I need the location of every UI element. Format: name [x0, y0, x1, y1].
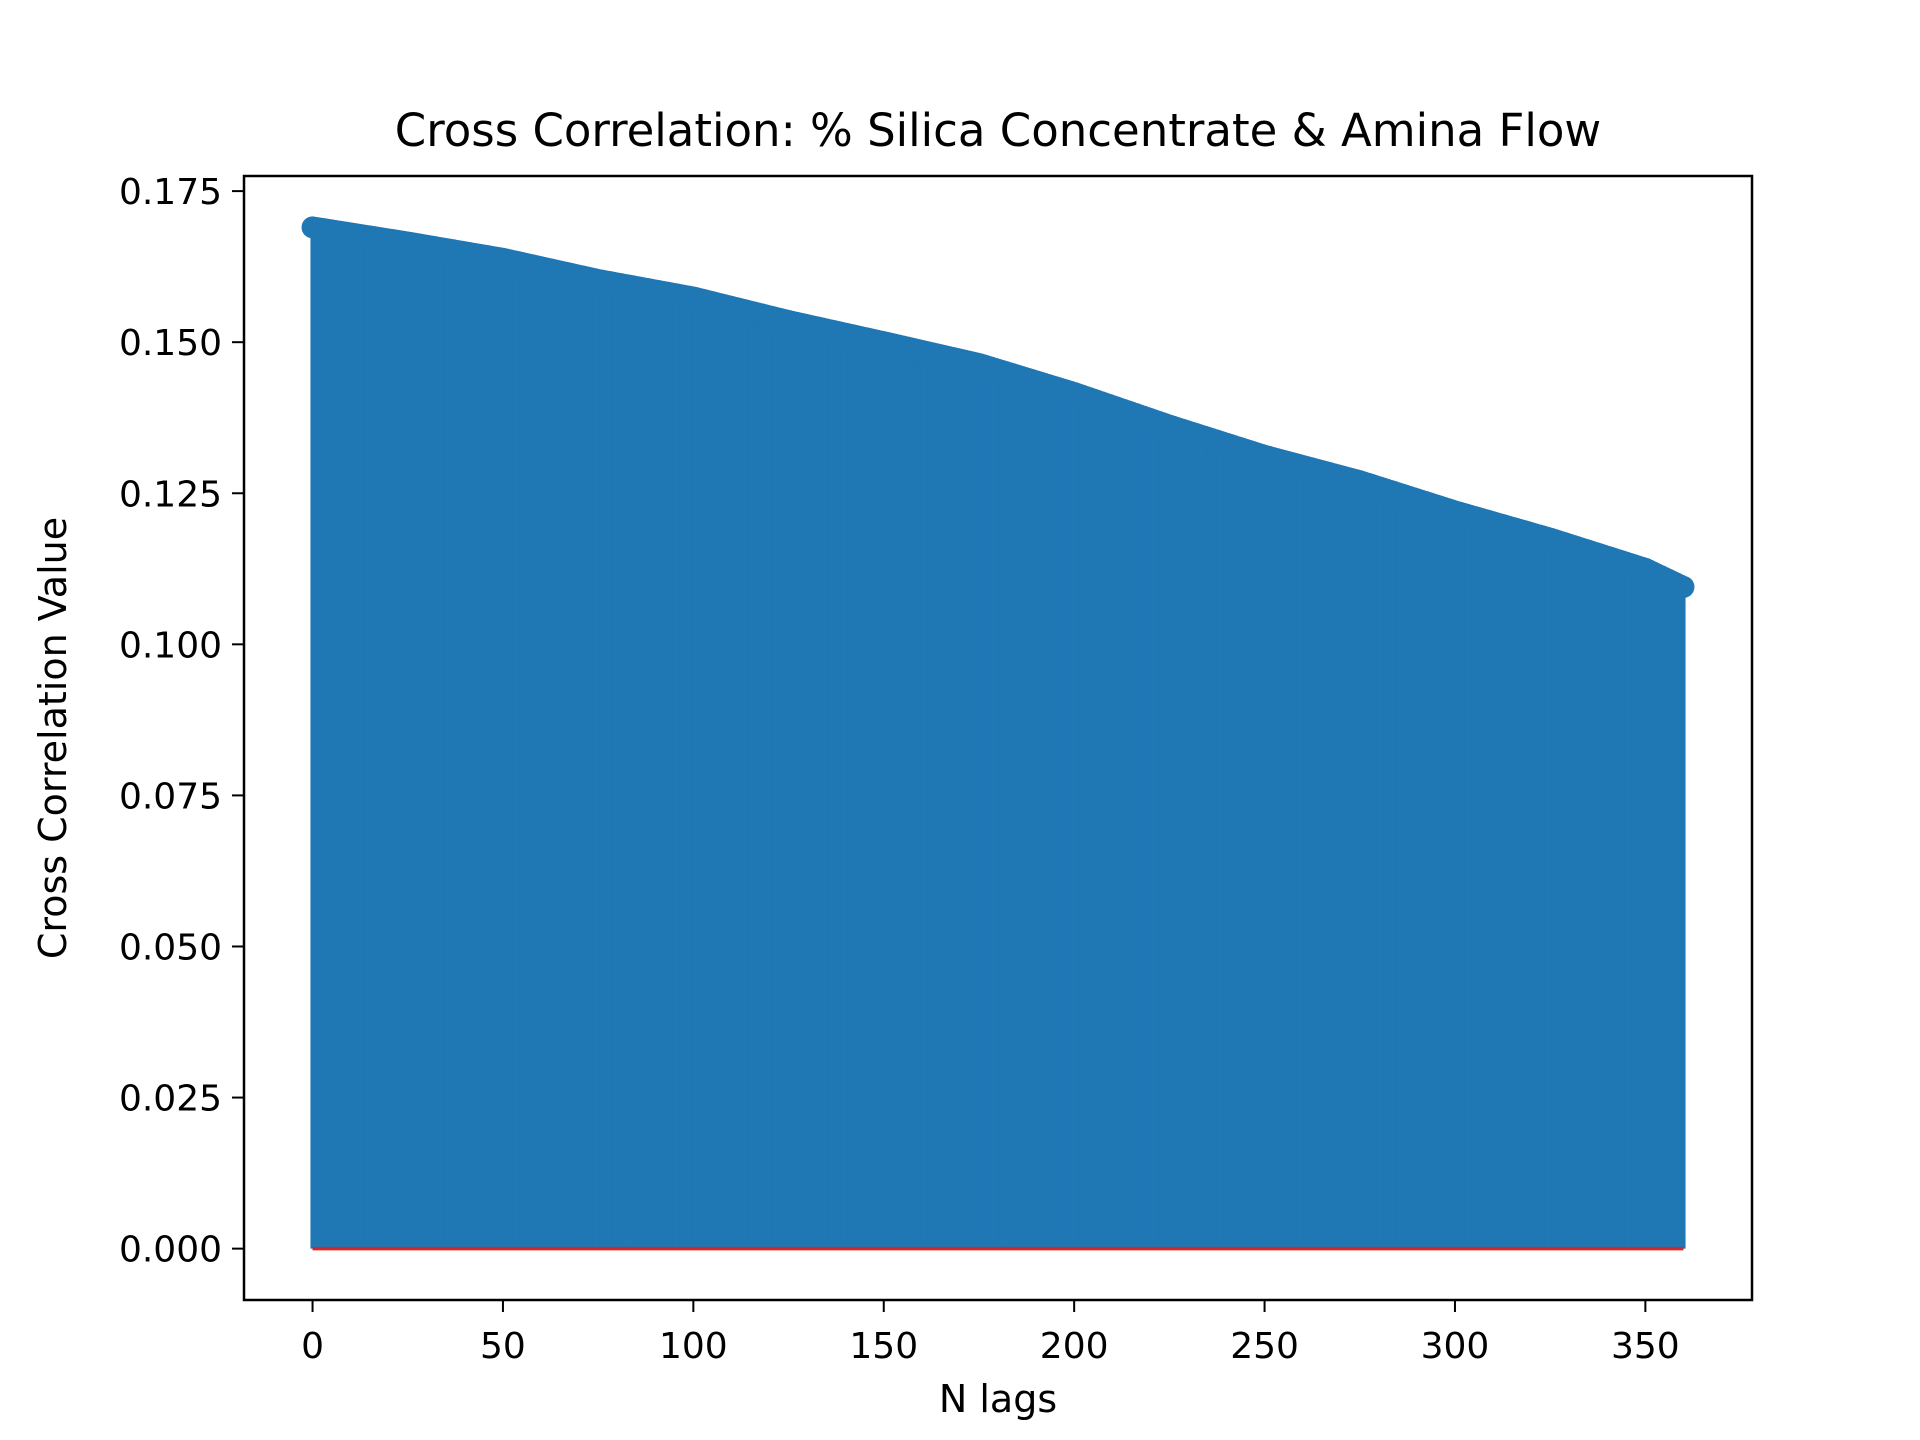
y-tick-label: 0.075	[119, 776, 222, 817]
axes-frame	[242, 174, 1754, 1302]
x-tick-label: 300	[1421, 1326, 1490, 1367]
x-tick-label: 250	[1230, 1326, 1299, 1367]
y-axis-ticks: 0.000 0.025 0.050 0.075 0.100 0.125 0.150 0.175	[119, 172, 244, 1271]
y-tick-label: 0.050	[119, 927, 222, 968]
x-tick-label: 0	[301, 1326, 324, 1367]
y-axis-label: Cross Correlation Value	[31, 517, 75, 959]
y-tick-label: 0.125	[119, 474, 222, 515]
chart-title: Cross Correlation: % Silica Concentrate …	[395, 104, 1601, 157]
x-axis-label: N lags	[939, 1377, 1057, 1421]
stem-lines	[310, 227, 1686, 1249]
x-tick-label: 350	[1611, 1326, 1680, 1367]
x-tick-label: 150	[849, 1326, 918, 1367]
stem-markers	[301, 216, 1695, 598]
y-tick-label: 0.100	[119, 625, 222, 666]
y-tick-label: 0.175	[119, 172, 222, 213]
x-tick-label: 50	[480, 1326, 526, 1367]
stem-marker	[1672, 575, 1695, 598]
x-tick-label: 200	[1040, 1326, 1109, 1367]
y-tick-label: 0.150	[119, 323, 222, 364]
y-tick-label: 0.025	[119, 1079, 222, 1120]
x-axis-ticks: 0 50 100 150 200 250 300 350	[301, 1300, 1680, 1367]
x-tick-label: 100	[659, 1326, 728, 1367]
y-tick-label: 0.000	[119, 1230, 222, 1271]
